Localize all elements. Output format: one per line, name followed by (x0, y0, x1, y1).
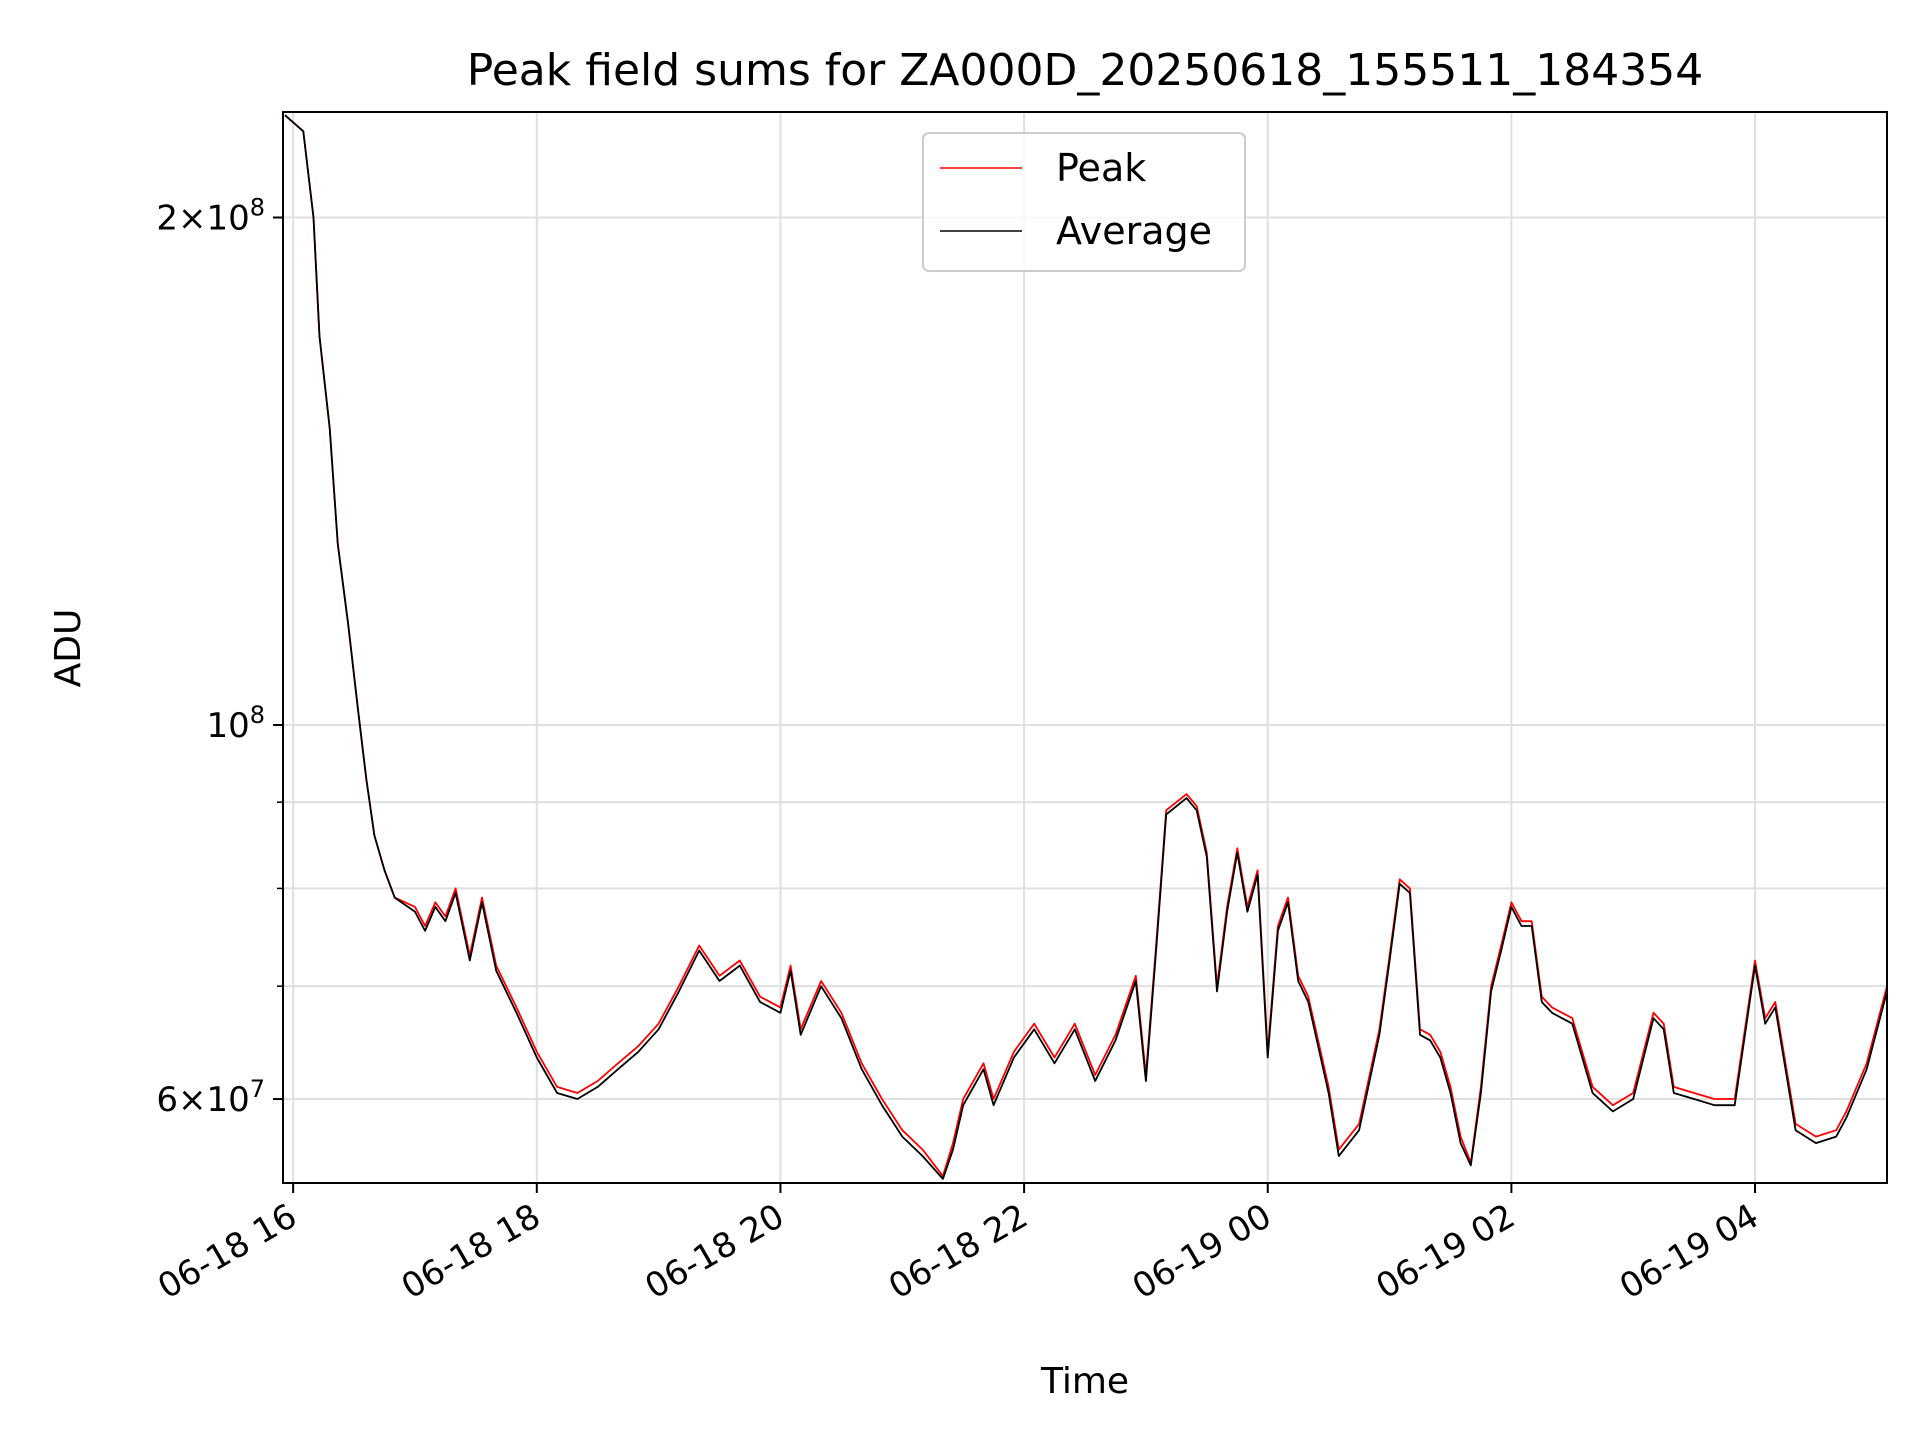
plot-frame (282, 111, 1888, 1184)
y-axis-title: ADU (48, 609, 89, 688)
legend-label-average: Average (1056, 209, 1212, 253)
chart-title: Peak field sums for ZA000D_20250618_1555… (467, 45, 1703, 96)
y-tick-label: 108 (206, 701, 265, 746)
series-lines (284, 114, 1888, 1180)
y-tick-label: 2×108 (156, 194, 265, 239)
grid (283, 112, 1887, 1183)
x-axis-title: Time (1040, 1361, 1129, 1402)
legend: Peak Average (922, 132, 1246, 272)
series-line-average (284, 114, 1888, 1180)
y-tick-label: 6×107 (156, 1075, 265, 1120)
legend-label-peak: Peak (1056, 146, 1146, 190)
